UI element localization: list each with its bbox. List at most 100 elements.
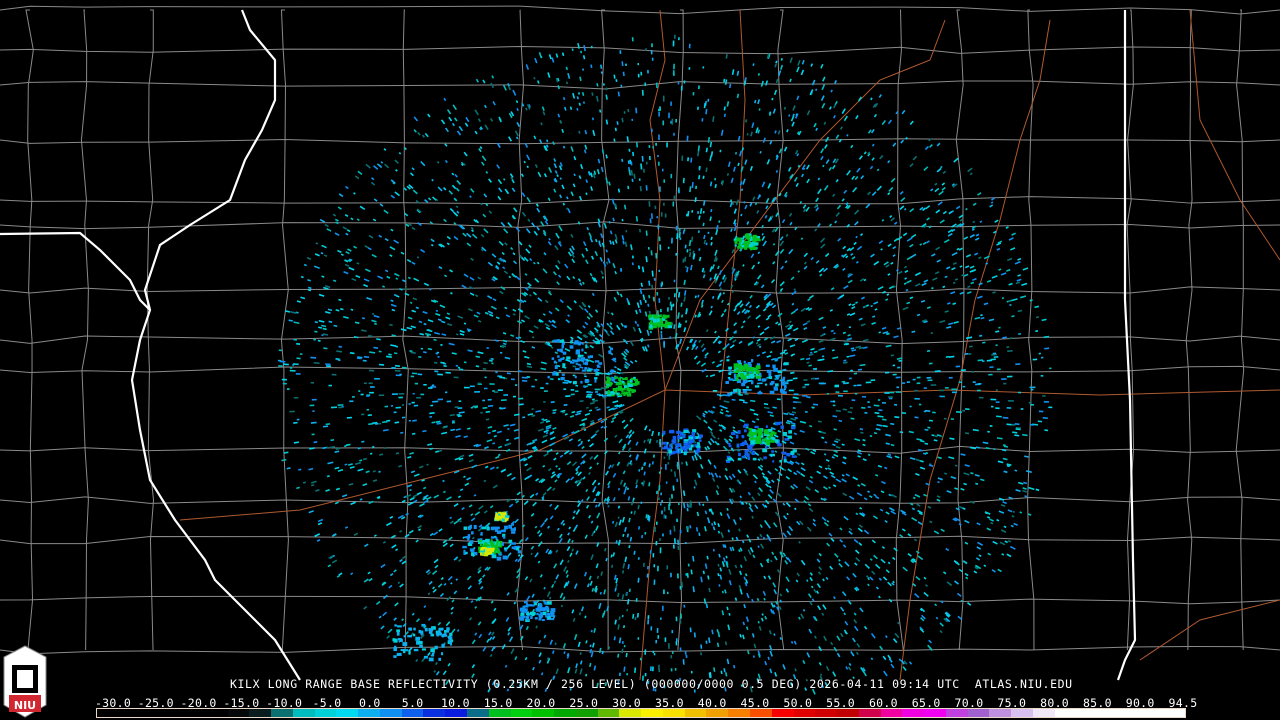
radar-echo [965, 576, 969, 580]
radar-echo [605, 470, 609, 476]
radar-echo [770, 439, 775, 443]
radar-echo [517, 550, 522, 554]
radar-echo [964, 464, 970, 468]
radar-echo [461, 284, 467, 289]
radar-echo [485, 203, 489, 207]
radar-echo [508, 524, 513, 529]
radar-echo [460, 224, 466, 230]
radar-echo [902, 666, 907, 671]
radar-echo [719, 429, 723, 433]
radar-echo [849, 246, 855, 252]
radar-echo [517, 308, 524, 313]
radar-echo [487, 688, 491, 693]
radar-echo [483, 361, 488, 365]
radar-echo [758, 432, 761, 437]
radar-echo [771, 479, 775, 483]
radar-echo [709, 430, 714, 435]
radar-echo [610, 312, 614, 316]
radar-echo [598, 602, 602, 609]
radar-echo [404, 292, 410, 296]
radar-echo [920, 617, 925, 622]
radar-echo [714, 249, 718, 256]
illinois-indiana-border [1116, 10, 1137, 681]
radar-echo [903, 207, 907, 211]
radar-echo [531, 222, 536, 228]
radar-echo [954, 464, 958, 467]
radar-echo [919, 608, 923, 612]
radar-echo [785, 323, 791, 328]
radar-echo [570, 340, 573, 344]
radar-echo [553, 563, 558, 569]
radar-echo [965, 432, 970, 435]
radar-echo [477, 351, 484, 355]
radar-echo [855, 114, 859, 120]
radar-echo [427, 571, 432, 576]
radar-echo [622, 240, 625, 245]
radar-echo [755, 314, 761, 320]
radar-echo [601, 276, 605, 279]
radar-echo [840, 632, 844, 638]
radar-echo [974, 566, 979, 570]
radar-echo [895, 111, 899, 115]
radar-echo [857, 455, 861, 458]
radar-echo [904, 277, 907, 280]
radar-echo [324, 284, 331, 289]
radar-echo [480, 548, 484, 551]
radar-echo [663, 324, 668, 328]
radar-echo [893, 221, 898, 225]
radar-echo [528, 104, 531, 108]
radar-echo [337, 249, 342, 254]
radar-echo [340, 307, 344, 311]
radar-echo [757, 325, 761, 328]
radar-echo [714, 330, 717, 334]
radar-echo [475, 596, 480, 602]
radar-echo [802, 322, 808, 326]
radar-echo [1035, 488, 1040, 492]
radar-echo [704, 510, 708, 515]
radar-echo [972, 428, 979, 432]
radar-echo [725, 555, 728, 559]
radar-echo [727, 457, 732, 461]
radar-echo [772, 196, 777, 203]
radar-echo [870, 253, 875, 258]
radar-echo [612, 263, 616, 269]
radar-echo [529, 258, 533, 262]
radar-echo [546, 591, 551, 598]
radar-echo [764, 326, 770, 331]
radar-echo [927, 644, 932, 650]
radar-echo [384, 269, 389, 273]
radar-echo [796, 452, 801, 456]
radar-echo [871, 157, 875, 161]
radar-echo [453, 470, 460, 474]
radar-echo [786, 419, 793, 423]
radar-echo [518, 336, 522, 339]
radar-echo [503, 547, 508, 550]
radar-echo [1022, 489, 1028, 493]
radar-echo [753, 235, 758, 238]
county-line [0, 80, 1280, 90]
radar-echo [743, 576, 746, 580]
radar-echo [591, 532, 595, 537]
radar-echo [648, 463, 651, 468]
radar-echo [791, 411, 797, 414]
radar-echo [582, 55, 586, 60]
radar-echo [743, 309, 749, 315]
radar-echo [1029, 299, 1033, 302]
radar-echo [529, 493, 535, 499]
radar-echo [756, 597, 760, 602]
radar-echo [751, 496, 756, 501]
radar-echo [759, 433, 763, 436]
radar-echo [377, 275, 384, 280]
radar-echo [564, 413, 568, 416]
radar-echo [910, 253, 917, 258]
radar-echo [552, 487, 556, 491]
radar-echo [1012, 431, 1018, 434]
radar-echo [735, 536, 739, 542]
radar-echo [885, 511, 890, 515]
radar-echo [959, 222, 965, 227]
radar-echo [356, 262, 360, 265]
radar-echo [744, 204, 748, 210]
radar-echo [600, 425, 604, 429]
radar-echo [435, 420, 441, 423]
radar-echo [750, 430, 754, 434]
